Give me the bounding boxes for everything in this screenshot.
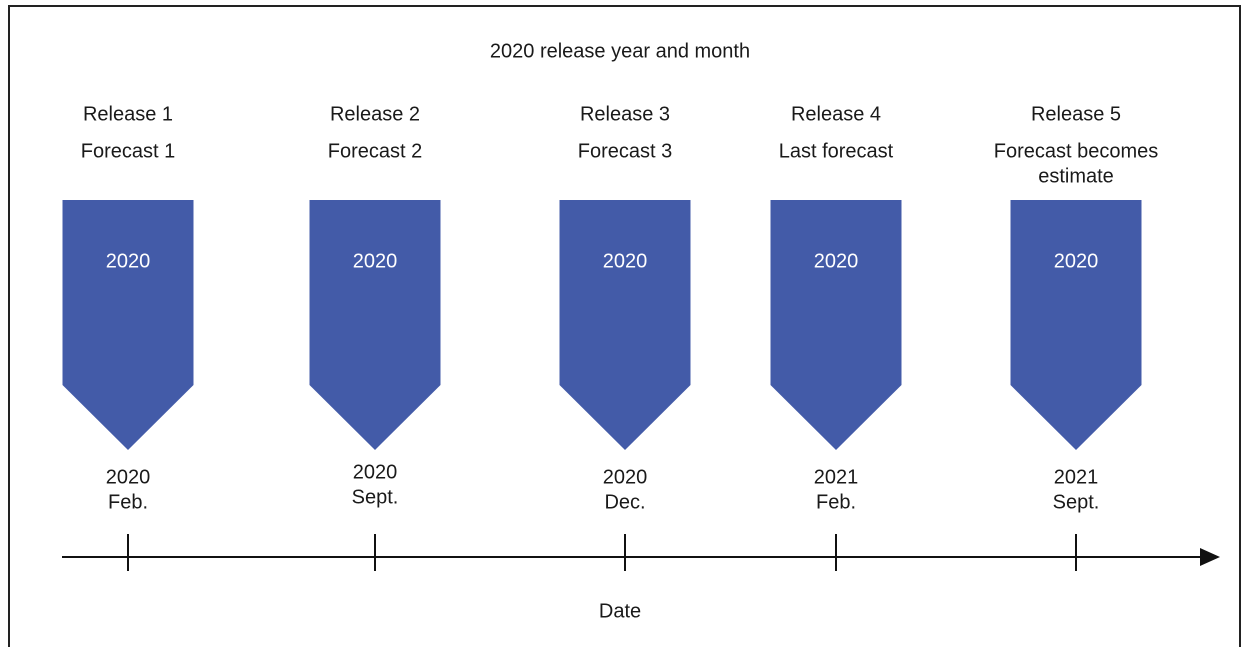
forecast-label: Forecast 3 bbox=[578, 140, 672, 162]
marker-year: 2020 bbox=[106, 250, 151, 272]
date-month: Sept. bbox=[1053, 491, 1100, 513]
marker-year: 2020 bbox=[814, 250, 859, 272]
date-month: Sept. bbox=[352, 486, 399, 508]
release-marker bbox=[309, 200, 441, 450]
forecast-label: Forecast 1 bbox=[81, 140, 175, 162]
date-year: 2020 bbox=[353, 461, 398, 483]
frame bbox=[8, 5, 1241, 647]
axis-label: Date bbox=[599, 600, 641, 622]
date-month: Feb. bbox=[816, 491, 856, 513]
forecast-label: Forecast 2 bbox=[328, 140, 422, 162]
release-label: Release 1 bbox=[83, 103, 173, 125]
forecast-label: estimate bbox=[1038, 165, 1114, 187]
release-label: Release 5 bbox=[1031, 103, 1121, 125]
date-year: 2021 bbox=[1054, 466, 1099, 488]
release-marker bbox=[770, 200, 902, 450]
release-label: Release 2 bbox=[330, 103, 420, 125]
release-marker bbox=[62, 200, 194, 450]
date-month: Dec. bbox=[604, 491, 645, 513]
release-marker bbox=[1010, 200, 1142, 450]
date-month: Feb. bbox=[108, 491, 148, 513]
timeline-arrow bbox=[1200, 548, 1220, 566]
marker-year: 2020 bbox=[353, 250, 398, 272]
marker-year: 2020 bbox=[603, 250, 648, 272]
forecast-label: Last forecast bbox=[779, 140, 894, 162]
date-year: 2021 bbox=[814, 466, 859, 488]
release-marker bbox=[559, 200, 691, 450]
date-year: 2020 bbox=[106, 466, 151, 488]
forecast-label: Forecast becomes bbox=[994, 140, 1159, 162]
marker-year: 2020 bbox=[1054, 250, 1099, 272]
date-year: 2020 bbox=[603, 466, 648, 488]
release-label: Release 3 bbox=[580, 103, 670, 125]
title: 2020 release year and month bbox=[490, 40, 750, 62]
release-label: Release 4 bbox=[791, 103, 881, 125]
